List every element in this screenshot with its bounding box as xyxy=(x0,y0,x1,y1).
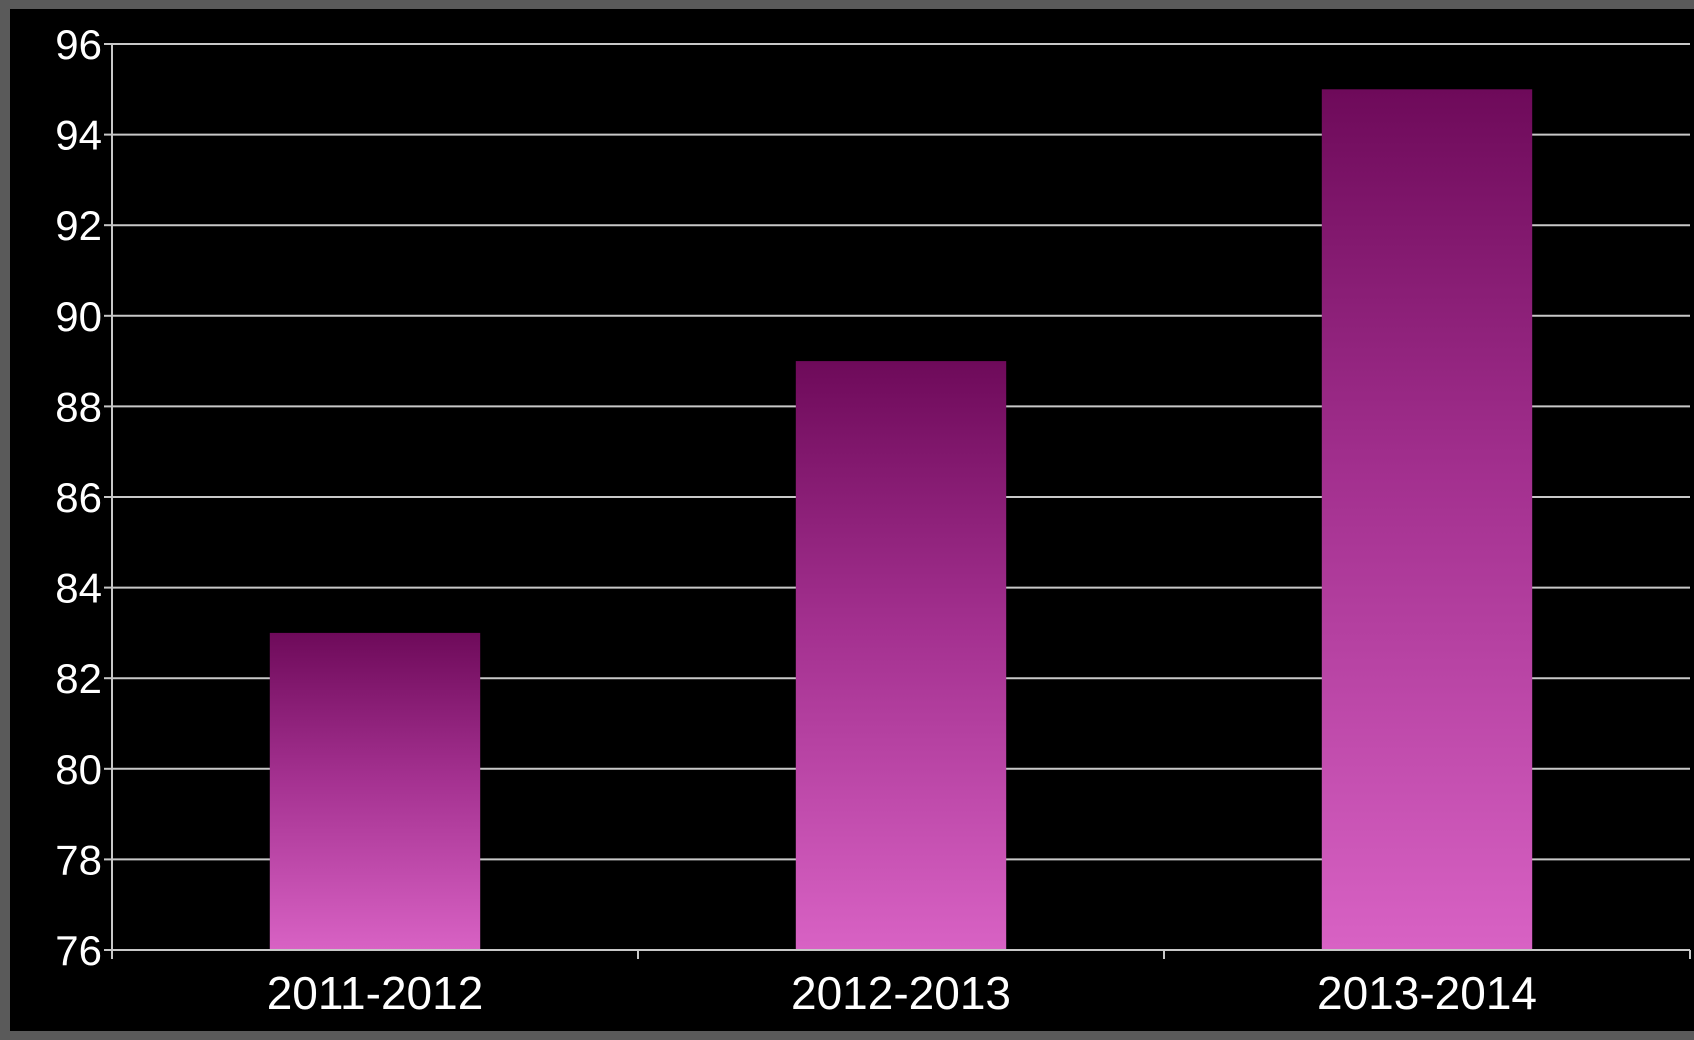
bars xyxy=(269,89,1533,951)
y-tick-label: 78 xyxy=(55,836,102,883)
bar-2011-2012 xyxy=(269,632,481,950)
bar-2013-2014 xyxy=(1321,89,1533,951)
x-axis-tick-labels: 2011-2012 2012-2013 2013-2014 xyxy=(267,967,1537,1019)
y-tick-label: 90 xyxy=(55,293,102,340)
x-tick-label: 2011-2012 xyxy=(267,967,484,1019)
bar-2012-2013 xyxy=(795,361,1007,951)
axes xyxy=(111,44,1691,959)
y-tick-label: 76 xyxy=(55,927,102,974)
x-tick-label: 2013-2014 xyxy=(1317,967,1537,1019)
y-tick-label: 82 xyxy=(55,655,102,702)
y-tick-label: 92 xyxy=(55,202,102,249)
y-axis-tick-labels: 76 78 80 82 84 86 88 90 92 94 96 xyxy=(55,21,102,974)
bar-chart: 76 78 80 82 84 86 88 90 92 94 96 2011-2012 2012-201… xyxy=(55,21,1691,1019)
y-tick-label: 96 xyxy=(55,21,102,68)
x-tick-label: 2012-2013 xyxy=(791,967,1011,1019)
y-tick-label: 86 xyxy=(55,474,102,521)
y-tick-label: 80 xyxy=(55,746,102,793)
y-tick-label: 84 xyxy=(55,565,102,612)
y-tick-label: 94 xyxy=(55,112,102,159)
y-tick-label: 88 xyxy=(55,383,102,430)
